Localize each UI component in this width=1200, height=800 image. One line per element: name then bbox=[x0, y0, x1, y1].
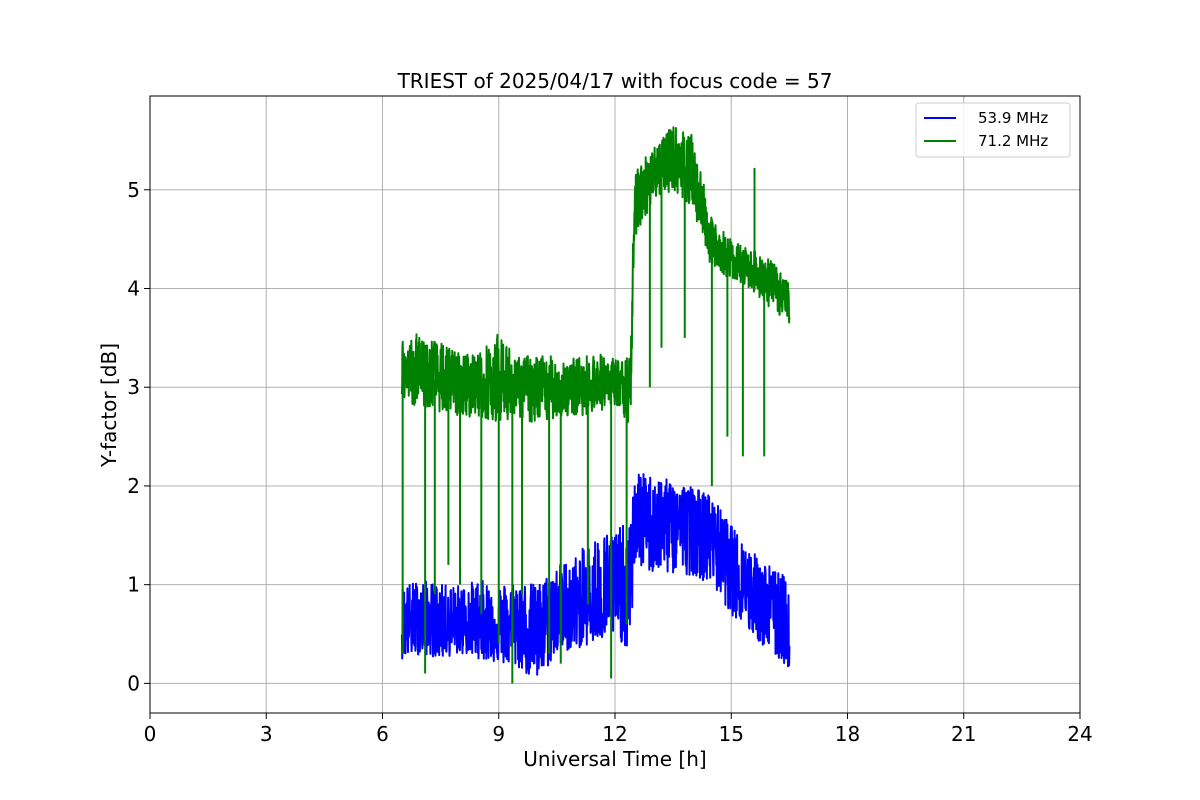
legend: 53.9 MHz 71.2 MHz bbox=[915, 102, 1071, 158]
x-tick-label: 3 bbox=[260, 722, 273, 746]
plot-layer bbox=[400, 126, 791, 684]
y-axis-label: Y-factor [dB] bbox=[97, 343, 121, 468]
x-tick-label: 9 bbox=[492, 722, 505, 746]
chart-title: TRIEST of 2025/04/17 with focus code = 5… bbox=[397, 69, 833, 93]
x-tick-label: 0 bbox=[144, 722, 157, 746]
y-tick-label: 1 bbox=[127, 573, 140, 597]
y-tick-label: 3 bbox=[127, 375, 140, 399]
legend-box bbox=[915, 102, 1071, 158]
legend-label: 53.9 MHz bbox=[978, 109, 1048, 127]
x-tick-label: 21 bbox=[951, 722, 976, 746]
series-line-2 bbox=[400, 126, 791, 423]
legend-label: 71.2 MHz bbox=[978, 132, 1048, 150]
x-tick-label: 18 bbox=[835, 722, 860, 746]
series-line-1 bbox=[400, 473, 791, 676]
y-tick-label: 4 bbox=[127, 277, 140, 301]
x-axis-label: Universal Time [h] bbox=[523, 747, 706, 771]
y-tick-label: 5 bbox=[127, 178, 140, 202]
x-tick-label: 12 bbox=[602, 722, 627, 746]
y-tick-label: 0 bbox=[127, 671, 140, 695]
y-tick-label: 2 bbox=[127, 474, 140, 498]
x-tick-label: 6 bbox=[376, 722, 389, 746]
x-tick-label: 15 bbox=[719, 722, 744, 746]
x-tick-label: 24 bbox=[1067, 722, 1092, 746]
